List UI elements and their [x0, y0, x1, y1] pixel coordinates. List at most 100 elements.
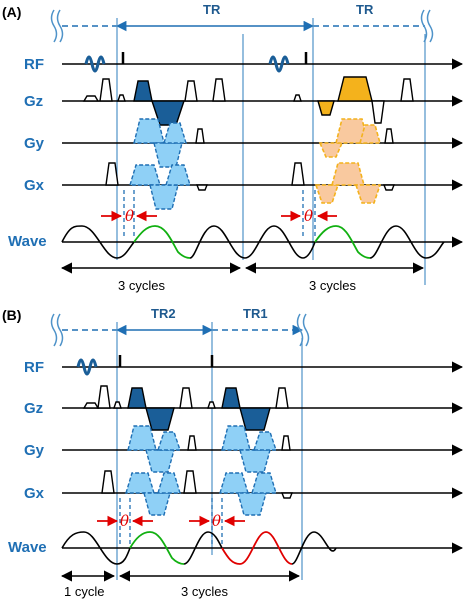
gy-spoiler	[187, 435, 197, 451]
gy-spoiler	[384, 128, 394, 144]
rf-pulse-icon	[76, 355, 122, 376]
panel-a-tr-timeline: TR TR	[50, 2, 434, 43]
gx-rewind	[195, 184, 209, 191]
gx-readout	[251, 472, 277, 494]
gz-rewind	[184, 80, 198, 102]
gx-readout	[330, 162, 366, 186]
theta-label: θ	[304, 207, 313, 225]
gy-phase-lobe	[358, 124, 382, 144]
break-mark-icon	[50, 9, 64, 43]
wave-highlight-segment	[129, 531, 185, 565]
row-label-gz: Gz	[24, 400, 43, 417]
row-label-gz: Gz	[24, 93, 43, 110]
wave-highlight-segment	[221, 531, 293, 565]
gz-slice-select	[117, 94, 126, 102]
row-label-wave: Wave	[8, 539, 47, 556]
gz-spoiler	[82, 402, 100, 409]
gy-phase-lobe	[133, 118, 165, 144]
wave-segment	[61, 531, 131, 565]
gz-spoiler	[82, 95, 100, 102]
gx-readout	[219, 472, 249, 494]
theta-label: θ	[212, 512, 221, 530]
gx-readout	[157, 472, 181, 494]
row-label-wave: Wave	[8, 233, 47, 250]
theta-label: θ	[120, 512, 129, 530]
gz-phase-encode	[145, 407, 175, 431]
gx-prephase	[183, 470, 197, 494]
wave-segment	[291, 531, 337, 565]
row-label-rf: RF	[24, 56, 44, 73]
gx-readout	[149, 184, 179, 210]
row-label-rf: RF	[24, 359, 44, 376]
wave-segment	[369, 225, 445, 259]
gz-spoiler	[212, 78, 226, 102]
gz-phase-encode	[239, 407, 271, 431]
tr-label-2: TR	[356, 2, 374, 17]
panel-b-label: (B)	[2, 307, 21, 323]
gz-slice-select	[113, 401, 122, 409]
gz-rewind	[179, 387, 193, 409]
break-mark-icon	[420, 9, 434, 43]
gx-prephase	[101, 470, 115, 494]
gy-spoiler	[281, 435, 291, 451]
gz-slice-select	[293, 94, 302, 102]
tr-label-2: TR2	[151, 306, 176, 321]
rf-pulse-icon	[84, 52, 125, 73]
cycles-label: 3 cycles	[309, 278, 356, 293]
gy-phase-lobe	[145, 449, 175, 473]
wave-highlight-segment	[314, 225, 371, 259]
gx-readout	[354, 184, 382, 204]
row-label-gx: Gx	[24, 177, 45, 194]
gy-phase-lobe	[157, 431, 181, 451]
tr-label-1: TR1	[243, 306, 268, 321]
gz-refocus	[127, 387, 147, 409]
gy-phase-lobe	[318, 142, 344, 158]
tr-label-1: TR	[203, 2, 221, 17]
wave-segment	[189, 225, 316, 259]
gz-rewind	[371, 100, 385, 124]
gy-phase-lobe	[253, 431, 277, 451]
gy-phase-lobe	[239, 449, 271, 473]
cycles-label: 3 cycles	[181, 584, 228, 599]
gx-prephase	[291, 162, 305, 186]
panel-b: (B) TR2 TR1 RF Gz Gy Gx Wave	[2, 306, 464, 599]
wave-segment	[61, 225, 135, 259]
panel-a: (A) TR TR RF Gz Gy Gx	[2, 2, 464, 293]
gz-crusher	[99, 78, 113, 102]
break-mark-icon	[296, 313, 310, 347]
gz-refocus	[317, 100, 335, 116]
gy-phase-lobe	[153, 142, 183, 168]
gz-rewind	[275, 387, 289, 409]
row-label-gx: Gx	[24, 485, 45, 502]
wave-highlight-segment	[133, 225, 191, 259]
cycles-label: 3 cycles	[118, 278, 165, 293]
row-label-gy: Gy	[24, 442, 45, 459]
gx-rewind	[280, 492, 294, 499]
break-mark-icon	[50, 313, 64, 347]
gz-slice-select	[207, 401, 216, 409]
gy-spoiler	[195, 128, 205, 144]
gx-prephase	[105, 162, 119, 186]
gy-phase-lobe	[334, 118, 370, 144]
gz-crusher	[97, 385, 111, 409]
gx-readout	[143, 492, 171, 516]
gx-readout	[237, 492, 267, 516]
theta-label: θ	[125, 207, 134, 225]
panel-b-tr-timeline: TR2 TR1	[50, 306, 310, 347]
cycles-label: 1 cycle	[64, 584, 104, 599]
wave-segment	[183, 531, 223, 565]
gx-readout	[165, 164, 191, 186]
rf-pulse-icon	[268, 52, 308, 73]
row-label-gy: Gy	[24, 135, 45, 152]
gy-phase-lobe	[163, 122, 187, 144]
gz-phase-encode	[337, 76, 373, 102]
gx-readout	[314, 184, 340, 204]
gx-readout	[129, 164, 161, 186]
gx-rewind	[382, 184, 396, 191]
gz-refocus	[133, 80, 153, 102]
gx-readout	[125, 472, 155, 494]
gz-refocus	[221, 387, 241, 409]
panel-a-label: (A)	[2, 4, 21, 20]
gz-spoiler	[400, 78, 414, 102]
